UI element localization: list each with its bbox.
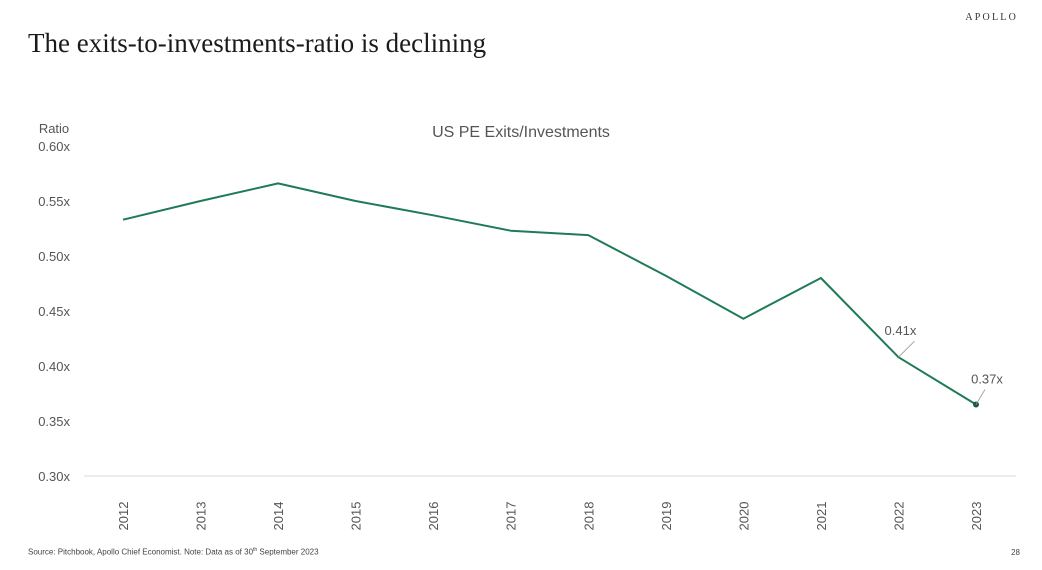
apollo-logo: APOLLO (965, 12, 1018, 23)
y-axis-label: Ratio (39, 121, 69, 136)
x-tick-label: 2023 (969, 502, 984, 531)
chart-title: US PE Exits/Investments (432, 124, 610, 141)
source-note-superscript: th (253, 547, 258, 553)
x-tick-label: 2022 (891, 502, 906, 531)
y-tick-label: 0.60x (38, 139, 70, 154)
series-line-exits-investments (122, 182, 977, 406)
y-tick-label: 0.50x (38, 249, 70, 264)
x-tick-label: 2015 (349, 502, 364, 531)
x-tick-label: 2012 (116, 502, 131, 531)
x-tick-label: 2019 (659, 502, 674, 531)
x-tick-label: 2014 (271, 502, 286, 531)
x-tick-label: 2013 (194, 502, 209, 531)
data-annotations: 0.41x 0.37x (885, 323, 1003, 405)
page-title: The exits-to-investments-ratio is declin… (28, 28, 487, 58)
y-tick-label: 0.55x (38, 194, 70, 209)
x-tick-label: 2021 (814, 502, 829, 531)
y-tick-label: 0.45x (38, 304, 70, 319)
annotation-leader-2022 (898, 340, 915, 358)
x-tick-label: 2018 (581, 502, 596, 531)
annotation-leader-2023 (975, 389, 986, 405)
x-axis-ticks: 2012 2013 2014 2015 2016 2017 2018 2019 2020 2021… (116, 502, 984, 531)
y-tick-label: 0.35x (38, 414, 70, 429)
source-note-suffix: September 2023 (257, 547, 319, 557)
annotation-label-2022: 0.41x (885, 323, 917, 338)
y-axis-ticks: 0.30x 0.35x 0.40x 0.45x 0.50x 0.55x 0.60x (38, 139, 70, 484)
source-note-prefix: Source: Pitchbook, Apollo Chief Economis… (28, 547, 254, 557)
x-tick-label: 2016 (426, 502, 441, 531)
x-tick-label: 2017 (504, 502, 519, 531)
y-tick-label: 0.40x (38, 359, 70, 374)
source-note: Source: Pitchbook, Apollo Chief Economis… (28, 547, 319, 557)
annotation-label-2023: 0.37x (971, 372, 1003, 387)
page-number: 28 (1011, 548, 1020, 557)
y-tick-label: 0.30x (38, 469, 70, 484)
x-tick-label: 2020 (736, 502, 751, 531)
